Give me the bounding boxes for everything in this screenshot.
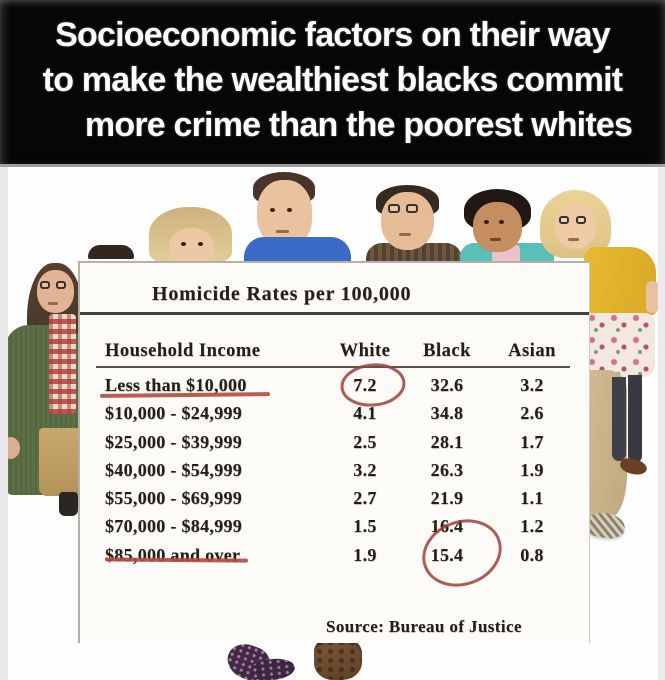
- table-row: $55,000 - $69,999 2.7 21.9 1.1: [80, 484, 589, 512]
- asian-cell: 1.7: [520, 431, 544, 452]
- person-sheldon-eyes: [270, 208, 275, 212]
- person-penny-face: [169, 228, 214, 263]
- white-cell: 4.1: [353, 403, 377, 424]
- person-penny-boot: [314, 638, 362, 680]
- caption-line-3: more crime than the poorest whites: [84, 106, 633, 144]
- black-cell: 16.4: [430, 516, 464, 537]
- person-bernadette-leg: [612, 377, 626, 461]
- table-header-row: Household Income White Black Asian: [80, 338, 589, 364]
- table-row: $10,000 - $24,999 4.1 34.8 2.6: [80, 399, 589, 427]
- person-amy-glasses-right: [56, 281, 66, 289]
- person-amy-face: [37, 270, 74, 313]
- person-amy-plaid-scarf: [49, 314, 76, 414]
- source-label: Source: Bureau of Justice: [326, 617, 522, 636]
- person-bernadette-mouth: [568, 238, 579, 241]
- person-howard-hair: [88, 245, 134, 259]
- cast-photo: Homicide Rates per 100,000 Household Inc…: [0, 167, 665, 680]
- person-sheldon-mouth: [276, 230, 289, 233]
- table-title: Homicide Rates per 100,000: [152, 283, 412, 305]
- person-bernadette-cardigan: [584, 247, 656, 315]
- person-leonard-glasses-left: [388, 204, 400, 213]
- person-bernadette-glasses-left: [559, 216, 569, 224]
- caption-line-1: Socioeconomic factors on their way: [55, 16, 611, 54]
- person-sheldon-shirt: [244, 237, 351, 262]
- asian-cell: 0.8: [520, 544, 544, 565]
- white-cell: 3.2: [353, 459, 377, 480]
- photo-left-edge: [0, 167, 8, 680]
- person-amy-boot: [59, 492, 78, 516]
- table-row: $70,000 - $84,999 1.5 16.4 1.2: [80, 512, 589, 540]
- person-amy-skirt: [39, 428, 80, 496]
- income-cell: $70,000 - $84,999: [105, 516, 243, 537]
- person-leonard-face: [381, 192, 434, 250]
- white-cell: 2.7: [353, 488, 377, 509]
- white-cell: 1.5: [353, 516, 377, 537]
- asian-cell: 2.6: [520, 403, 544, 424]
- person-leonard-jacket: [366, 243, 462, 262]
- table-row: $40,000 - $54,999 3.2 26.3 1.9: [80, 456, 589, 484]
- black-cell: 34.8: [430, 403, 464, 424]
- income-cell: $25,000 - $39,999: [105, 431, 243, 452]
- column-header-black: Black: [423, 341, 471, 361]
- black-cell: 28.1: [430, 431, 464, 452]
- photo-right-edge: [658, 167, 665, 680]
- caption-banner: Socioeconomic factors on their way to ma…: [0, 0, 665, 167]
- person-bernadette-glasses-right: [576, 216, 586, 224]
- black-cell: 15.4: [430, 544, 464, 565]
- person-raj-face: [473, 202, 522, 252]
- person-leonard-mouth: [399, 233, 411, 236]
- white-cell: 1.9: [353, 544, 377, 565]
- person-bernadette-leg: [628, 375, 642, 463]
- person-amy-mouth: [48, 302, 58, 305]
- black-cell: 32.6: [430, 375, 464, 395]
- person-bernadette-face: [555, 204, 596, 249]
- income-cell: $55,000 - $69,999: [105, 488, 243, 509]
- person-penny-eyes: [181, 242, 186, 246]
- income-cell: $85,000 and over: [105, 544, 241, 565]
- white-cell: 7.2: [353, 375, 377, 395]
- header-rule: [96, 366, 570, 368]
- white-cell: 2.5: [353, 431, 377, 452]
- table-row: $85,000 and over 1.9 15.4 0.8: [80, 541, 589, 569]
- person-bernadette-floral-skirt: [586, 313, 655, 377]
- black-cell: 26.3: [430, 459, 464, 480]
- title-rule: [80, 312, 589, 315]
- income-cell: $10,000 - $24,999: [105, 403, 243, 424]
- income-cell: $40,000 - $54,999: [105, 459, 243, 480]
- income-cell: Less than $10,000: [105, 375, 247, 395]
- asian-cell: 1.2: [520, 516, 544, 537]
- black-cell: 21.9: [430, 488, 464, 509]
- person-leonard-glasses-right: [406, 204, 418, 213]
- person-sheldon-face: [257, 180, 312, 246]
- asian-cell: 1.1: [520, 488, 544, 509]
- person-raj-mouth: [490, 238, 501, 241]
- table-body: Less than $10,000 7.2 32.6 3.2 $10,000 -…: [80, 371, 589, 569]
- column-header-white: White: [339, 341, 391, 361]
- column-header-asian: Asian: [508, 341, 556, 361]
- column-header-income: Household Income: [105, 341, 261, 361]
- asian-cell: 1.9: [520, 459, 544, 480]
- person-bernadette-arm: [646, 281, 659, 313]
- person-checkered-shoe: [584, 511, 627, 540]
- table-row: $25,000 - $39,999 2.5 28.1 1.7: [80, 428, 589, 456]
- asian-cell: 3.2: [520, 375, 544, 395]
- person-amy-glasses-left: [40, 281, 50, 289]
- table-panel: Homicide Rates per 100,000 Household Inc…: [78, 261, 590, 643]
- caption-line-2: to make the wealthiest blacks commit: [42, 61, 623, 99]
- person-raj-eyes: [484, 220, 489, 224]
